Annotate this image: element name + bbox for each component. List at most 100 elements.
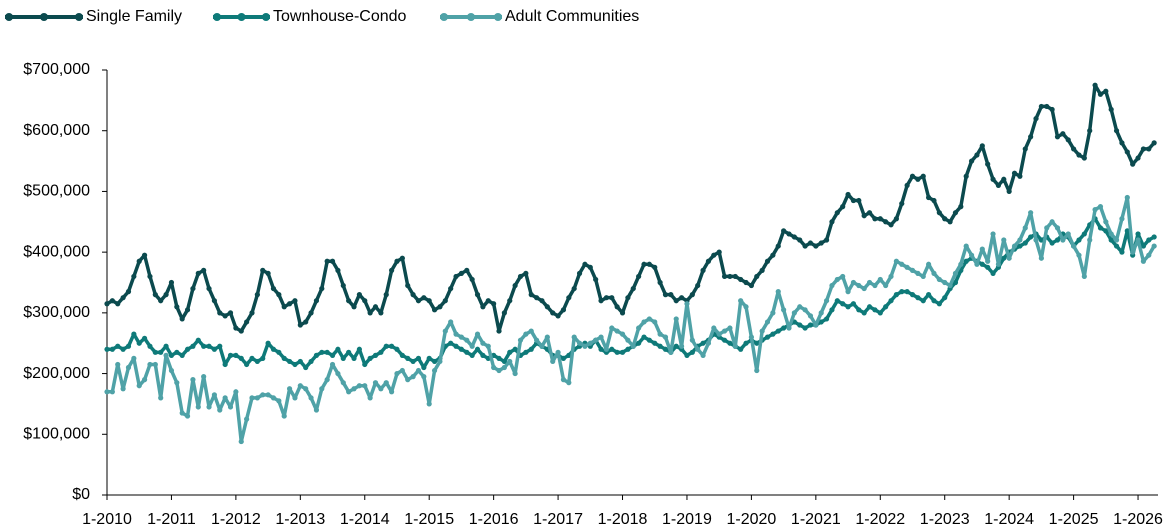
- data-point: [695, 282, 701, 289]
- data-point: [507, 358, 513, 365]
- data-point: [1130, 161, 1136, 167]
- data-point: [195, 337, 201, 343]
- data-point: [775, 289, 781, 295]
- data-point: [1001, 237, 1007, 243]
- data-point: [453, 331, 459, 337]
- data-point: [329, 361, 336, 368]
- data-point: [115, 301, 121, 307]
- data-point: [920, 273, 926, 280]
- data-point: [448, 285, 454, 292]
- data-point: [1119, 216, 1125, 222]
- data-point: [534, 295, 540, 301]
- data-point: [517, 273, 524, 280]
- data-point: [233, 352, 239, 358]
- data-point: [619, 310, 626, 316]
- data-point: [238, 438, 244, 445]
- data-point: [389, 343, 395, 349]
- data-point: [893, 216, 899, 222]
- data-point: [1044, 225, 1050, 231]
- data-point: [474, 292, 481, 298]
- data-point: [893, 258, 899, 264]
- data-point: [1113, 128, 1120, 134]
- data-point: [362, 383, 368, 389]
- data-point: [265, 340, 271, 346]
- data-point: [265, 270, 271, 276]
- data-point: [636, 340, 642, 346]
- data-point: [1081, 231, 1087, 237]
- data-point: [936, 210, 942, 216]
- data-point: [619, 331, 626, 337]
- data-point: [652, 340, 658, 346]
- data-point: [372, 352, 379, 358]
- data-point: [979, 261, 985, 267]
- y-tick-label: $300,000: [23, 304, 90, 321]
- data-point: [389, 389, 395, 395]
- data-point: [630, 285, 636, 292]
- data-point: [587, 264, 593, 270]
- data-point: [201, 374, 207, 380]
- data-point: [1006, 188, 1012, 195]
- data-point: [244, 319, 250, 325]
- data-point: [367, 395, 373, 401]
- data-point: [1140, 146, 1147, 152]
- data-point: [840, 204, 846, 210]
- data-point: [802, 325, 808, 331]
- data-point: [974, 152, 980, 158]
- data-point: [861, 310, 867, 316]
- data-point: [346, 349, 352, 355]
- data-point: [614, 349, 620, 355]
- data-point: [813, 322, 819, 328]
- data-point: [856, 282, 862, 289]
- data-point: [190, 343, 196, 349]
- data-point: [909, 292, 916, 298]
- data-point: [480, 352, 486, 358]
- data-point: [646, 316, 652, 322]
- data-point: [770, 331, 776, 337]
- data-point: [657, 331, 663, 337]
- data-point: [238, 355, 244, 361]
- legend-marker: [262, 13, 270, 21]
- data-point: [641, 334, 647, 340]
- data-point: [405, 282, 411, 289]
- data-point: [866, 210, 873, 216]
- data-point: [625, 295, 631, 301]
- legend-label: Townhouse-Condo: [273, 8, 407, 25]
- data-point: [915, 176, 921, 182]
- data-point: [1108, 231, 1114, 237]
- data-point: [947, 282, 953, 289]
- data-point: [829, 219, 835, 225]
- data-point: [313, 352, 320, 358]
- data-point: [168, 367, 175, 374]
- data-point: [324, 377, 330, 383]
- data-point: [1033, 237, 1039, 243]
- data-point: [496, 328, 502, 334]
- data-point: [464, 337, 470, 343]
- data-point: [120, 346, 126, 352]
- data-point: [893, 292, 899, 298]
- data-point: [383, 292, 389, 298]
- data-point: [421, 374, 427, 380]
- data-point: [802, 307, 808, 313]
- data-point: [797, 322, 803, 328]
- data-point: [861, 285, 867, 292]
- data-point: [394, 370, 400, 377]
- data-point: [883, 219, 889, 225]
- data-point: [136, 383, 142, 389]
- data-point: [1140, 243, 1147, 249]
- data-point: [979, 246, 985, 252]
- data-point: [797, 304, 803, 310]
- data-point: [861, 213, 867, 219]
- data-point: [764, 258, 771, 264]
- data-point: [249, 355, 255, 361]
- data-point: [942, 279, 948, 286]
- data-point: [781, 325, 787, 331]
- data-point: [480, 340, 486, 346]
- data-point: [458, 270, 465, 276]
- data-point: [421, 295, 427, 301]
- data-point: [265, 392, 271, 398]
- data-point: [367, 355, 373, 361]
- data-point: [872, 307, 878, 313]
- data-point: [335, 346, 341, 352]
- data-point: [378, 386, 384, 392]
- data-point: [474, 346, 481, 352]
